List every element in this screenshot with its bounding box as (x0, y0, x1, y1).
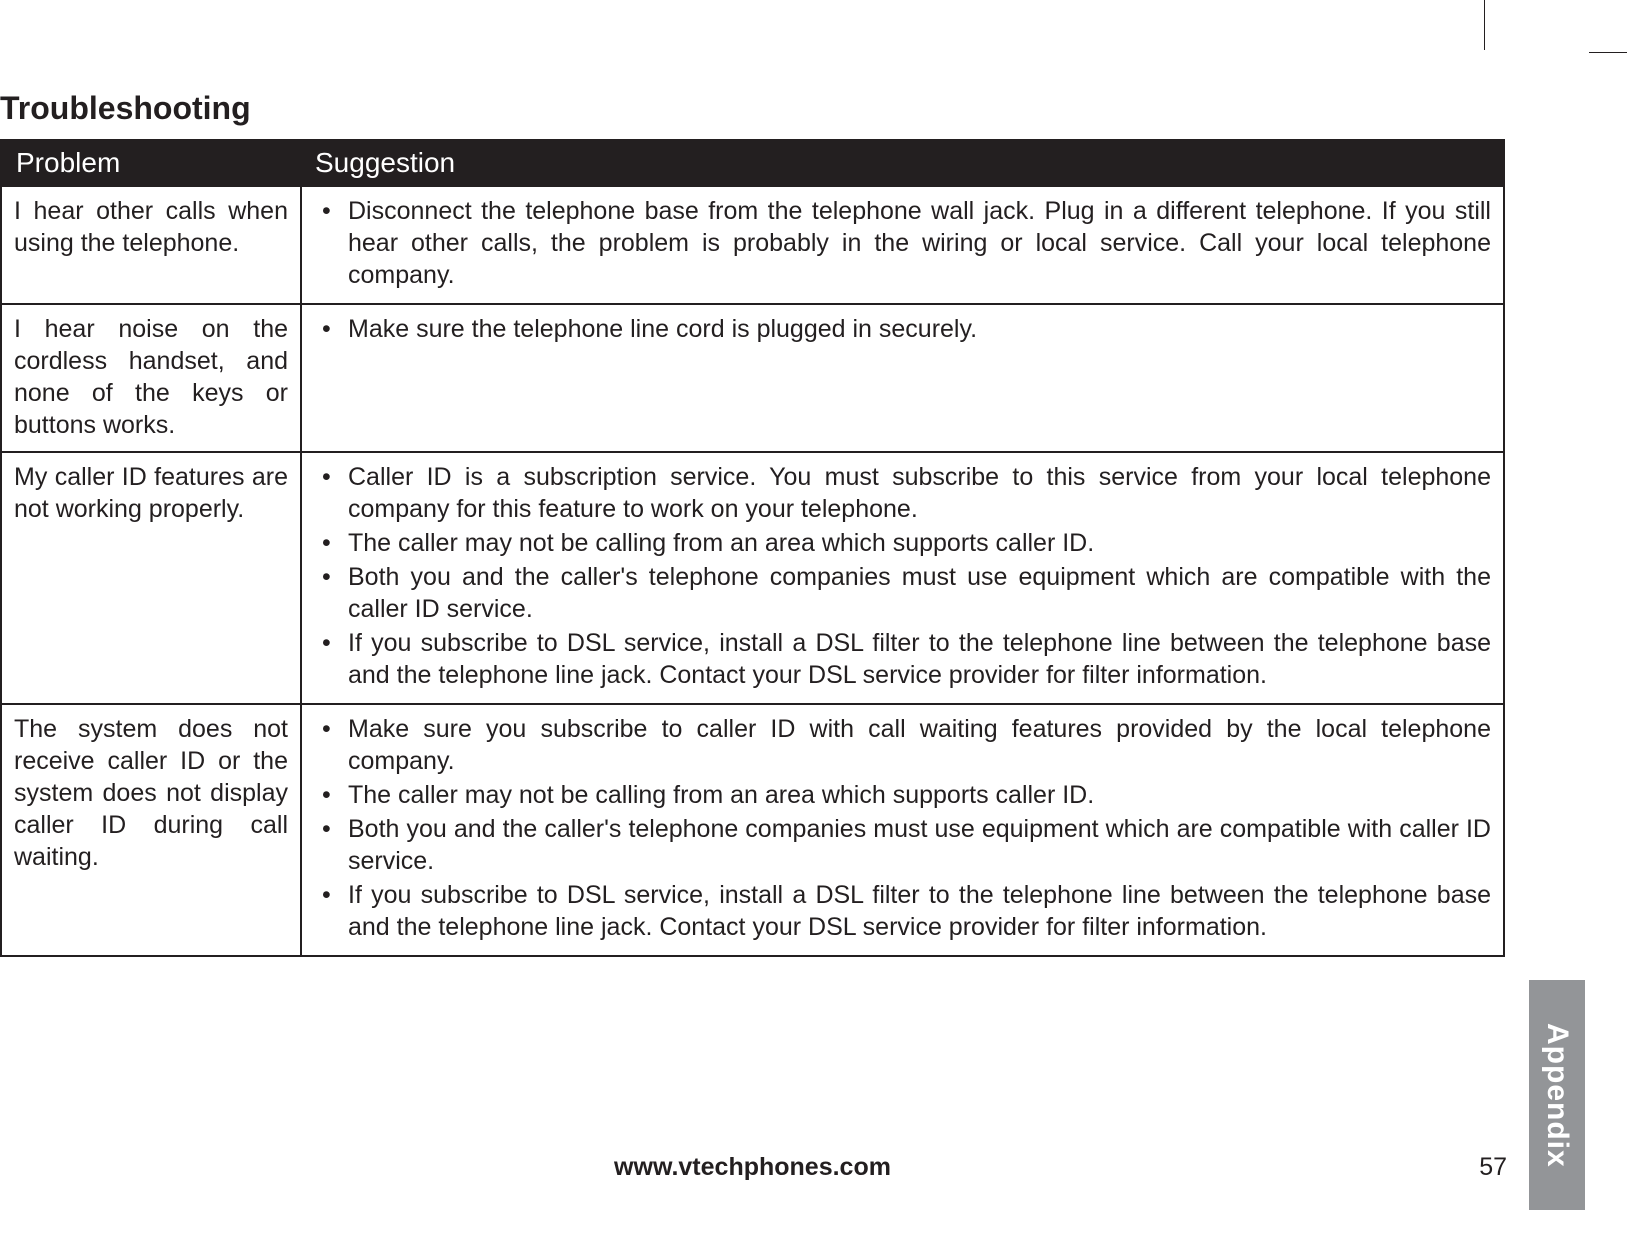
problem-cell: I hear noise on the cordless handset, an… (1, 304, 301, 452)
suggestion-item: Make sure you subscribe to caller ID wit… (314, 713, 1491, 777)
suggestion-list: Caller ID is a subscription service. You… (314, 461, 1491, 691)
problem-cell: My caller ID features are not working pr… (1, 452, 301, 704)
suggestion-list: Make sure the telephone line cord is plu… (314, 313, 1491, 345)
header-problem: Problem (1, 140, 301, 186)
problem-cell: I hear other calls when using the teleph… (1, 186, 301, 304)
footer-url: www.vtechphones.com (0, 1153, 1505, 1182)
table-row: I hear noise on the cordless handset, an… (1, 304, 1504, 452)
suggestion-cell: Disconnect the telephone base from the t… (301, 186, 1504, 304)
suggestion-item: Both you and the caller's telephone comp… (314, 561, 1491, 625)
table-row: My caller ID features are not working pr… (1, 452, 1504, 704)
suggestion-item: If you subscribe to DSL service, install… (314, 627, 1491, 691)
suggestion-item: If you subscribe to DSL service, install… (314, 879, 1491, 943)
header-suggestion: Suggestion (301, 140, 1504, 186)
table-body: I hear other calls when using the teleph… (1, 186, 1504, 956)
suggestion-item: Both you and the caller's telephone comp… (314, 813, 1491, 877)
suggestion-list: Disconnect the telephone base from the t… (314, 195, 1491, 291)
crop-mark-horizontal (1589, 52, 1627, 53)
suggestion-item: The caller may not be calling from an ar… (314, 779, 1491, 811)
page-number: 57 (1479, 1153, 1507, 1182)
problem-cell: The system does not receive caller ID or… (1, 704, 301, 956)
suggestion-item: The caller may not be calling from an ar… (314, 527, 1491, 559)
suggestion-cell: Caller ID is a subscription service. You… (301, 452, 1504, 704)
table-row: I hear other calls when using the teleph… (1, 186, 1504, 304)
suggestion-item: Make sure the telephone line cord is plu… (314, 313, 1491, 345)
troubleshooting-table: Problem Suggestion I hear other calls wh… (0, 139, 1505, 957)
suggestion-item: Disconnect the telephone base from the t… (314, 195, 1491, 291)
suggestion-cell: Make sure the telephone line cord is plu… (301, 304, 1504, 452)
page-content: Troubleshooting Problem Suggestion I hea… (0, 0, 1627, 957)
suggestion-cell: Make sure you subscribe to caller ID wit… (301, 704, 1504, 956)
table-header-row: Problem Suggestion (1, 140, 1504, 186)
page-title: Troubleshooting (0, 90, 1587, 127)
suggestion-list: Make sure you subscribe to caller ID wit… (314, 713, 1491, 943)
appendix-tab: Appendix (1529, 980, 1585, 1210)
crop-mark-vertical (1484, 0, 1485, 50)
table-row: The system does not receive caller ID or… (1, 704, 1504, 956)
suggestion-item: Caller ID is a subscription service. You… (314, 461, 1491, 525)
